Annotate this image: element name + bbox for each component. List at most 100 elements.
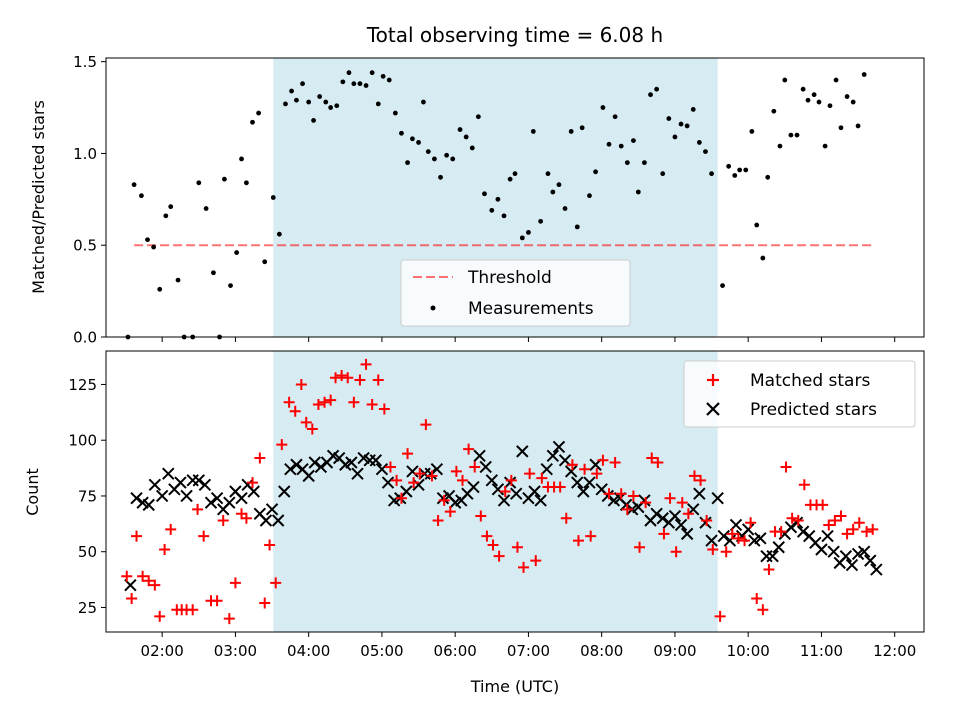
- predicted-star-point: [772, 541, 785, 554]
- matched-star-point: [591, 468, 603, 480]
- measurement-point: [300, 81, 305, 87]
- measurement-point: [624, 160, 630, 166]
- matched-star-point: [247, 477, 259, 489]
- matched-star-point: [384, 461, 396, 473]
- measurement-point: [587, 193, 592, 199]
- bottom-y-axis-label: Count: [23, 468, 42, 516]
- top-legend: Threshold Measurements: [400, 259, 631, 327]
- predicted-star-point: [638, 494, 651, 507]
- matched-star-point: [493, 550, 505, 562]
- predicted-star-point: [259, 514, 273, 527]
- measurement-point: [262, 259, 268, 265]
- x-tick-label: 07:00: [507, 642, 550, 660]
- x-tick-label: 10:00: [727, 642, 770, 660]
- measurement-point: [410, 136, 415, 142]
- measurement-point: [827, 103, 833, 109]
- predicted-star-point: [699, 516, 712, 529]
- matched-star-point: [270, 577, 282, 589]
- measurement-point: [482, 191, 487, 197]
- top-y-axis: 0.0 0.5 1.0 1.5: [73, 53, 106, 347]
- matched-star-point: [137, 570, 149, 582]
- matched-star-point: [360, 358, 372, 370]
- matched-star-point: [688, 470, 700, 482]
- matched-stars-points: [121, 358, 879, 625]
- predicted-star-point: [540, 462, 553, 476]
- matched-star-point: [319, 396, 331, 408]
- measurement-point: [666, 116, 672, 121]
- measurement-point: [328, 105, 334, 110]
- matched-star-point: [414, 468, 426, 480]
- matched-star-point: [646, 452, 658, 464]
- measurement-point: [168, 204, 174, 210]
- predicted-star-point: [668, 509, 682, 523]
- measurement-point: [631, 138, 636, 143]
- predicted-star-point: [198, 478, 212, 492]
- measurement-point: [777, 143, 783, 149]
- bottom-x-axis-label: Time (UTC): [470, 677, 559, 696]
- measurement-point: [794, 132, 800, 138]
- matched-star-point: [444, 506, 456, 518]
- matched-star-point: [524, 468, 536, 480]
- matched-star-point: [652, 457, 664, 469]
- predicted-star-point: [247, 485, 260, 498]
- measurement-points: [125, 70, 867, 340]
- matched-star-point: [229, 577, 241, 589]
- matched-star-point: [792, 514, 804, 526]
- measurement-point: [720, 283, 725, 289]
- measurement-point: [228, 283, 233, 289]
- matched-star-point: [829, 514, 841, 526]
- measurement-point: [489, 207, 495, 213]
- measurement-point: [737, 167, 743, 173]
- matched-star-point: [817, 499, 829, 511]
- matched-star-point: [560, 512, 572, 524]
- measurement-point: [618, 143, 624, 149]
- predicted-star-point: [314, 460, 328, 474]
- measurement-point: [654, 86, 660, 92]
- matched-star-point: [603, 488, 615, 500]
- measurement-point: [139, 193, 144, 199]
- matched-star-point: [536, 472, 548, 484]
- legend-measurements-label: Measurements: [468, 299, 594, 319]
- matched-star-point: [154, 610, 166, 622]
- matched-star-point: [518, 561, 530, 573]
- measurement-point: [850, 99, 856, 105]
- measurement-point: [606, 141, 612, 147]
- matched-star-point: [259, 597, 271, 609]
- matched-star-point: [714, 610, 726, 622]
- predicted-star-point: [815, 543, 828, 556]
- legend-predicted-label: Predicted stars: [750, 400, 877, 420]
- measurement-point: [444, 152, 450, 158]
- predicted-star-point: [467, 480, 480, 494]
- x-tick-label: 06:00: [434, 642, 477, 660]
- predicted-star-point: [180, 489, 193, 503]
- matched-star-point: [566, 459, 578, 471]
- legend-measurements-swatch: [430, 305, 436, 311]
- predicted-star-point: [155, 489, 169, 503]
- y-tick-label: 0.0: [73, 329, 97, 347]
- matched-star-point: [276, 439, 288, 451]
- predicted-star-point: [430, 462, 444, 476]
- measurement-point: [749, 129, 755, 134]
- matched-star-point: [378, 403, 390, 415]
- predicted-star-point: [693, 487, 706, 500]
- measurement-point: [501, 213, 507, 219]
- measurement-point: [816, 99, 822, 105]
- predicted-star-point: [705, 534, 718, 547]
- matched-star-point: [615, 488, 627, 500]
- predicted-star-point: [571, 476, 584, 489]
- y-tick-label: 1.0: [73, 145, 97, 163]
- measurement-point: [822, 143, 828, 149]
- measurement-point: [425, 149, 431, 155]
- matched-star-point: [366, 399, 378, 411]
- y-tick-label: 1.5: [73, 53, 97, 71]
- predicted-star-point: [290, 458, 303, 471]
- top-legend-box: [400, 259, 631, 327]
- matched-star-point: [342, 372, 354, 384]
- top-panel: 0.0 0.5 1.0 1.5 Matched/Predicted stars Thr…: [29, 53, 925, 347]
- measurement-point: [709, 171, 714, 177]
- measurement-point: [805, 97, 811, 103]
- measurement-point: [568, 129, 574, 134]
- bottom-x-axis: 02:00 03:00 04:00 05:00 06:00 07:00 08:00 09:00…: [141, 632, 916, 660]
- predicted-star-point: [723, 534, 737, 547]
- measurement-point: [562, 206, 568, 211]
